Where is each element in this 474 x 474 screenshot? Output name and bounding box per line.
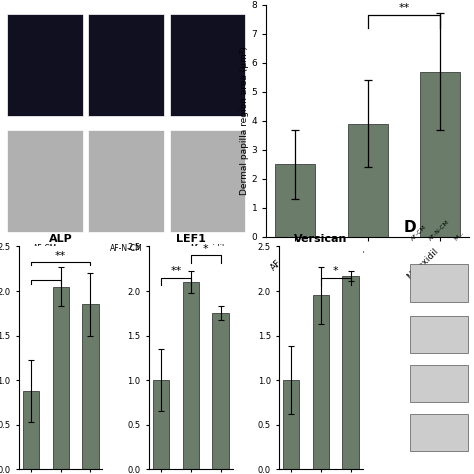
Bar	[348, 124, 388, 237]
Bar	[212, 313, 229, 469]
FancyBboxPatch shape	[170, 130, 245, 232]
Text: *: *	[333, 266, 338, 276]
Title: Versican: Versican	[294, 234, 347, 244]
Text: AF-CM: AF-CM	[410, 224, 428, 242]
FancyBboxPatch shape	[410, 264, 468, 302]
Bar	[53, 287, 69, 469]
FancyBboxPatch shape	[170, 14, 245, 116]
FancyBboxPatch shape	[7, 14, 82, 116]
Text: **: **	[170, 266, 182, 276]
FancyBboxPatch shape	[410, 413, 468, 451]
Bar	[275, 164, 315, 237]
Bar	[23, 391, 39, 469]
Y-axis label: Dermal papilla region area (μm²): Dermal papilla region area (μm²)	[240, 46, 249, 195]
Bar	[82, 304, 99, 469]
Title: LEF1: LEF1	[176, 234, 206, 244]
Text: D: D	[403, 220, 416, 236]
Text: M...: M...	[454, 230, 465, 242]
Text: **: **	[398, 3, 410, 13]
Title: ALP: ALP	[49, 234, 73, 244]
Text: *: *	[203, 244, 209, 254]
Bar	[153, 380, 169, 469]
Bar	[283, 380, 299, 469]
Text: Minoxidil: Minoxidil	[191, 244, 225, 253]
FancyBboxPatch shape	[410, 365, 468, 402]
Bar	[313, 295, 329, 469]
FancyBboxPatch shape	[88, 14, 164, 116]
FancyBboxPatch shape	[410, 316, 468, 354]
Bar	[342, 276, 359, 469]
FancyBboxPatch shape	[7, 130, 82, 232]
Text: AF-N-CM: AF-N-CM	[110, 244, 143, 253]
FancyBboxPatch shape	[88, 130, 164, 232]
Text: AF-N-CM: AF-N-CM	[428, 219, 450, 242]
Bar	[420, 72, 460, 237]
Text: AF-CM: AF-CM	[33, 244, 57, 253]
Bar	[182, 282, 199, 469]
Text: **: **	[55, 251, 66, 261]
